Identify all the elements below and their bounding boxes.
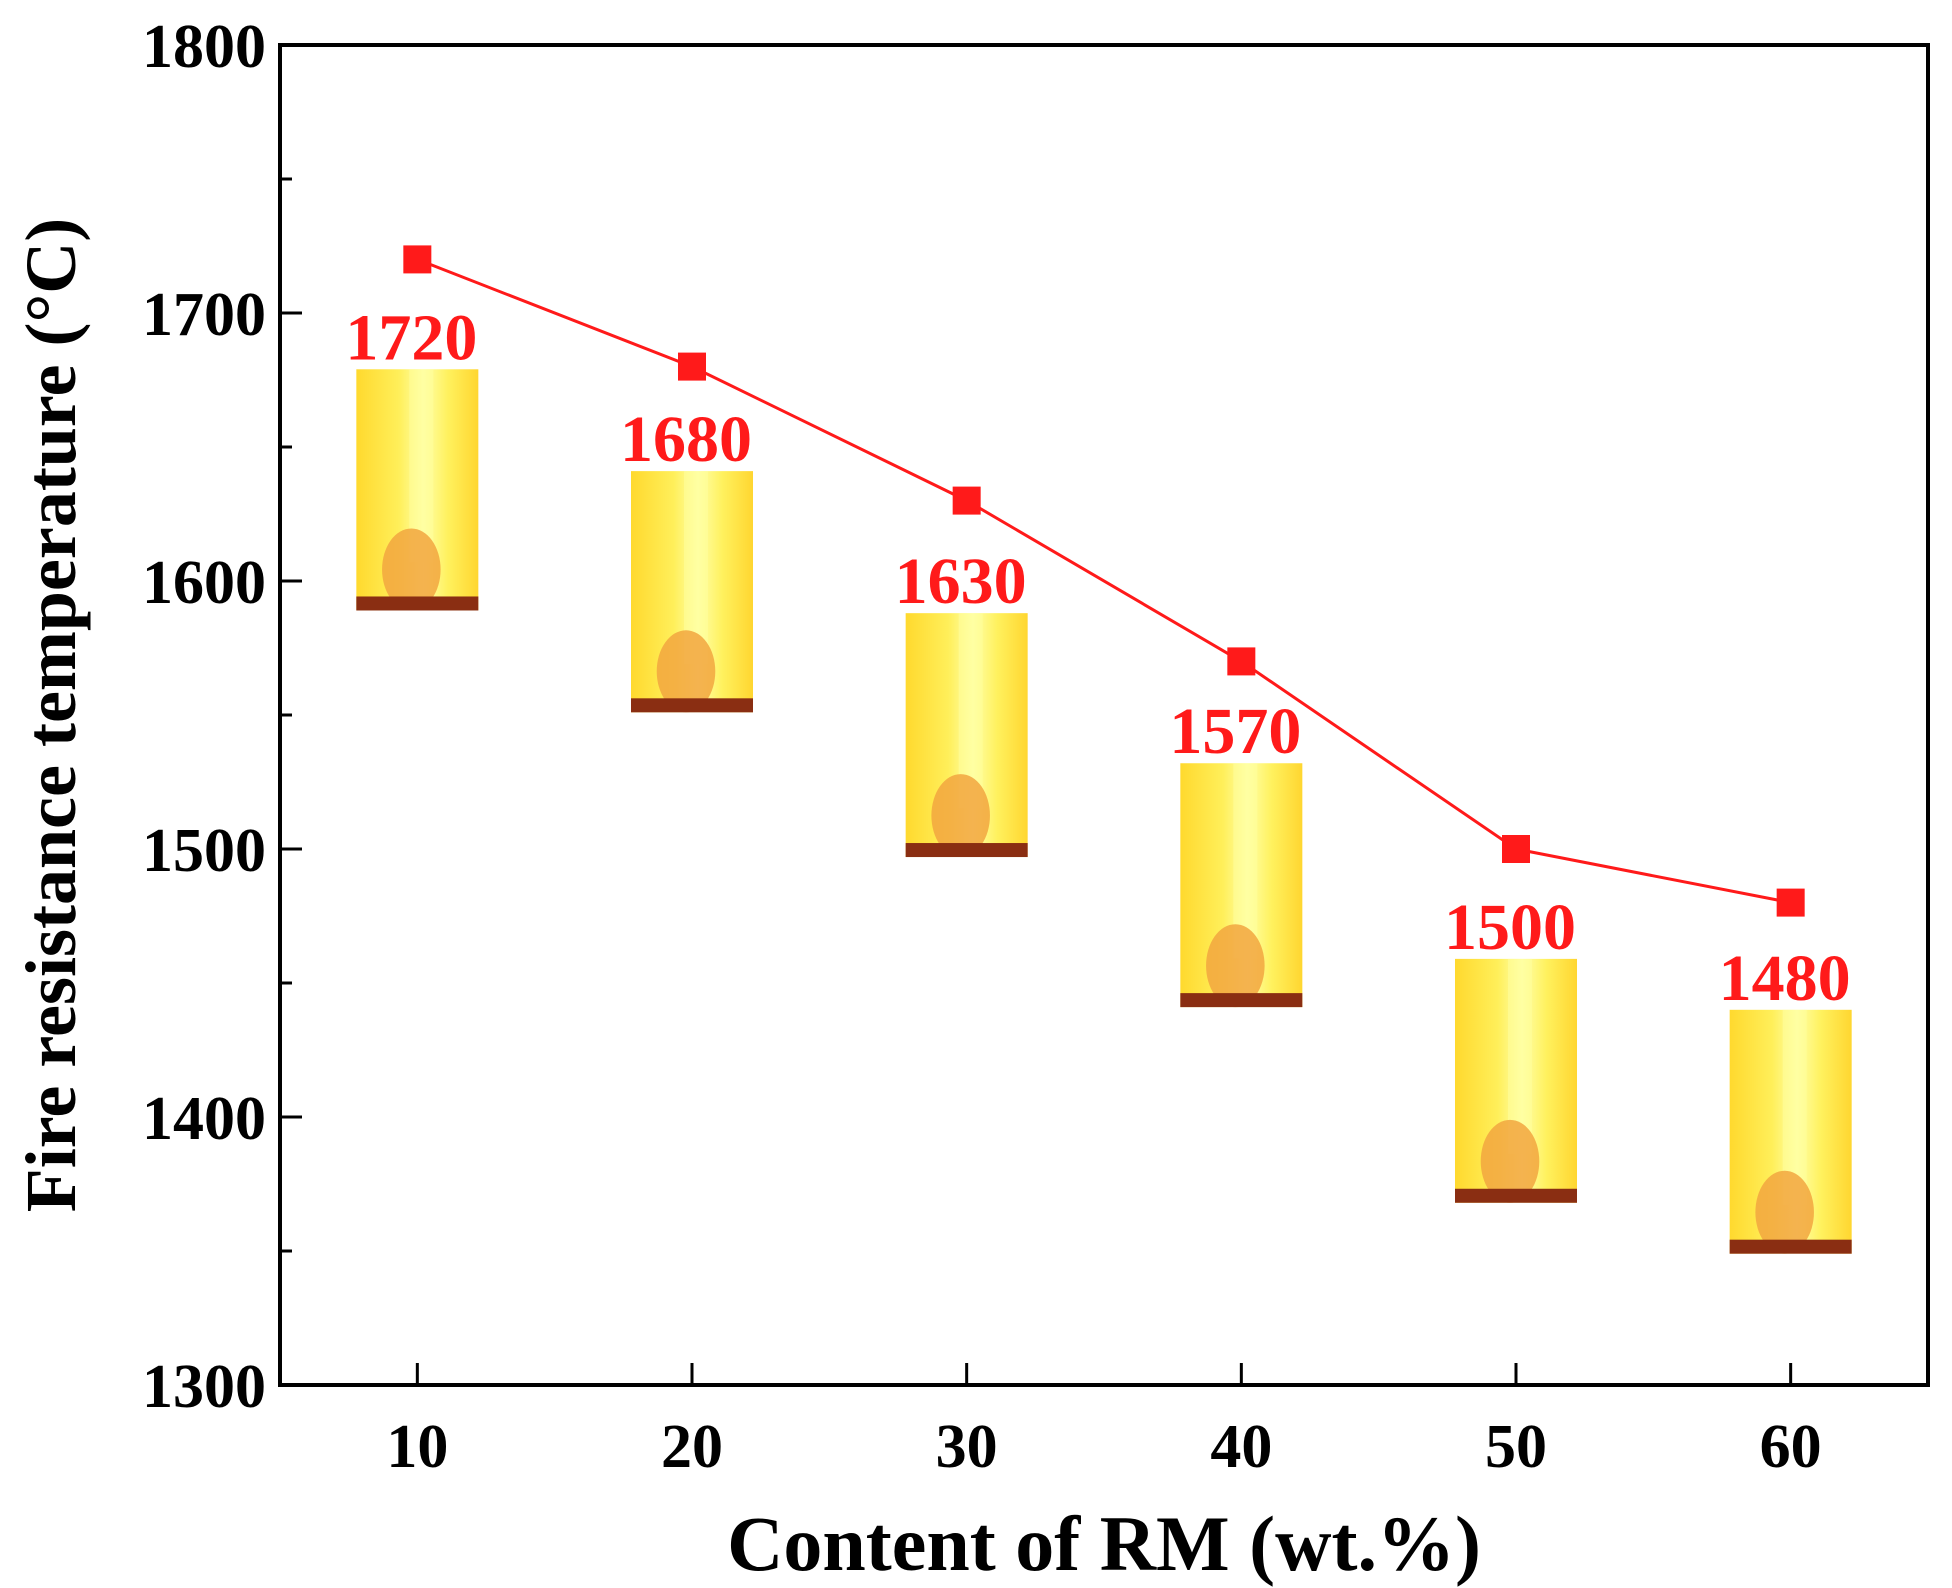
data-point	[678, 352, 706, 381]
photo-base-crust	[905, 843, 1028, 858]
photo-hot-spot	[1755, 1170, 1814, 1254]
photo-hot-spot	[382, 528, 441, 611]
data-point	[1776, 888, 1805, 917]
data-label: 1500	[1444, 891, 1576, 964]
data-point	[952, 486, 981, 515]
y-tick-label: 1700	[142, 281, 266, 349]
sample-photos	[356, 369, 1852, 1254]
sample-photo	[905, 613, 1028, 858]
x-tick-label: 40	[1210, 1413, 1272, 1481]
sample-photo	[1729, 1009, 1852, 1254]
axes	[278, 43, 1930, 1387]
data-label: 1680	[620, 403, 752, 476]
data-label: 1720	[345, 301, 477, 374]
x-axis-label: Content of RM (wt.%)	[727, 1500, 1481, 1587]
data-labels: 1720 1680 1630 1570 1500 1480	[345, 301, 1850, 1015]
photo-base-crust	[631, 698, 753, 713]
y-tick-label: 1800	[142, 13, 266, 81]
y-tick-label: 1500	[142, 817, 266, 885]
photo-base-crust	[1729, 1239, 1852, 1254]
x-tick-label: 10	[386, 1413, 448, 1481]
photo-hot-spot	[931, 774, 990, 858]
data-point	[1502, 835, 1530, 863]
photo-hot-spot	[1206, 924, 1265, 1008]
data-point	[1227, 647, 1256, 676]
y-tick-label: 1600	[142, 549, 266, 617]
series	[416, 258, 1791, 905]
y-axis-label: Fire resistance temperature (°C)	[11, 218, 91, 1212]
x-tick-label: 20	[661, 1413, 723, 1481]
x-tick-label: 60	[1760, 1413, 1822, 1481]
photo-base-crust	[356, 596, 479, 611]
sample-photo	[1180, 763, 1303, 1008]
data-point	[403, 245, 432, 274]
photo-hot-spot	[1480, 1119, 1540, 1203]
data-markers	[403, 245, 1805, 917]
y-axis-ticks: 1300 1400 1500 1600 1700 1800	[142, 13, 302, 1421]
data-label: 1630	[895, 545, 1027, 618]
sample-photo	[1455, 958, 1577, 1203]
x-axis-ticks: 10 20 30 40 50 60	[386, 1363, 1822, 1481]
data-label: 1480	[1719, 942, 1851, 1015]
sample-photo	[631, 471, 753, 713]
x-tick-label: 50	[1485, 1413, 1547, 1481]
y-tick-label: 1300	[142, 1353, 266, 1421]
photo-base-crust	[1455, 1188, 1577, 1203]
sample-photo	[356, 369, 479, 611]
x-tick-label: 30	[936, 1413, 998, 1481]
data-label: 1570	[1169, 695, 1301, 768]
photo-base-crust	[1180, 993, 1303, 1008]
y-tick-label: 1400	[142, 1085, 266, 1153]
plot-frame	[278, 43, 1930, 1387]
series-line	[416, 258, 1791, 905]
photo-hot-spot	[656, 630, 716, 713]
